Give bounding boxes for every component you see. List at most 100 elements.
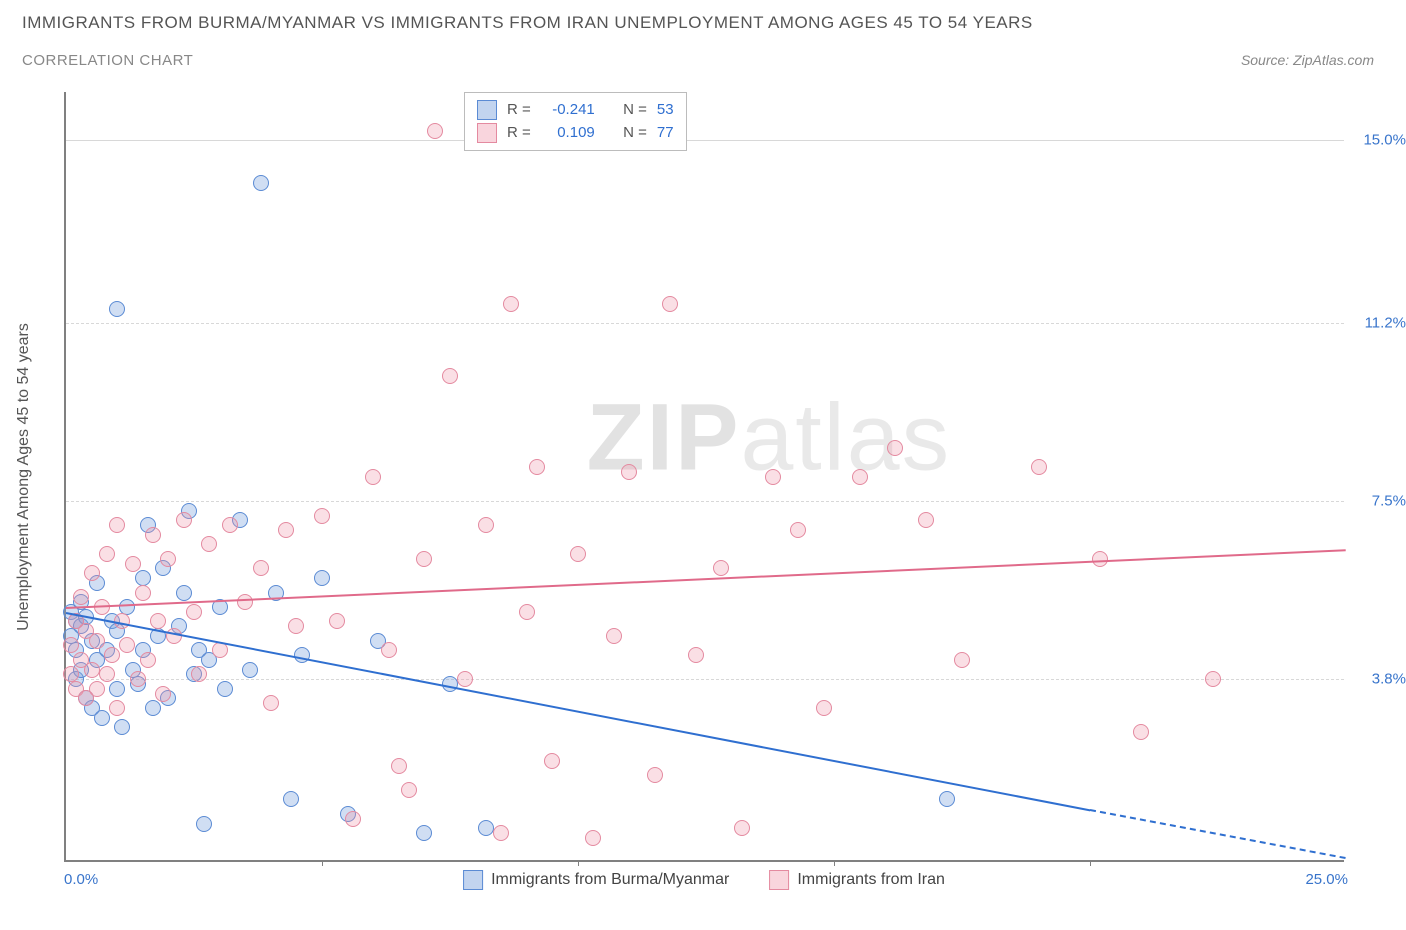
data-point	[391, 758, 407, 774]
data-point	[99, 666, 115, 682]
data-point	[196, 816, 212, 832]
data-point	[109, 700, 125, 716]
r-value: -0.241	[541, 99, 595, 122]
x-tick	[834, 860, 835, 866]
data-point	[1031, 459, 1047, 475]
data-point	[688, 647, 704, 663]
legend-label: Immigrants from Burma/Myanmar	[491, 871, 729, 889]
data-point	[84, 662, 100, 678]
legend-swatch	[463, 870, 483, 890]
data-point	[939, 791, 955, 807]
stats-row: R =0.109 N = 77	[477, 122, 674, 145]
data-point	[253, 175, 269, 191]
data-point	[314, 570, 330, 586]
data-point	[253, 560, 269, 576]
data-point	[852, 469, 868, 485]
data-point	[585, 830, 601, 846]
data-point	[263, 695, 279, 711]
legend-swatch	[769, 870, 789, 890]
data-point	[104, 647, 120, 663]
data-point	[662, 296, 678, 312]
scatter-chart: Unemployment Among Ages 45 to 54 years Z…	[64, 92, 1344, 862]
data-point	[288, 618, 304, 634]
data-point	[89, 633, 105, 649]
data-point	[416, 551, 432, 567]
chart-title: IMMIGRANTS FROM BURMA/MYANMAR VS IMMIGRA…	[22, 10, 1384, 36]
data-point	[145, 700, 161, 716]
data-point	[140, 652, 156, 668]
n-value: 77	[657, 122, 674, 145]
data-point	[918, 512, 934, 528]
data-point	[237, 594, 253, 610]
x-axis-min-label: 0.0%	[64, 871, 98, 888]
data-point	[329, 613, 345, 629]
data-point	[416, 825, 432, 841]
x-tick	[578, 860, 579, 866]
y-tick-label: 11.2%	[1365, 315, 1406, 332]
r-label: R =	[507, 99, 531, 122]
n-label: N =	[623, 99, 647, 122]
n-label: N =	[623, 122, 647, 145]
data-point	[155, 686, 171, 702]
y-tick-label: 7.5%	[1372, 493, 1406, 510]
data-point	[503, 296, 519, 312]
data-point	[314, 508, 330, 524]
data-point	[381, 642, 397, 658]
gridline	[66, 501, 1344, 502]
data-point	[176, 512, 192, 528]
data-point	[442, 368, 458, 384]
data-point	[529, 459, 545, 475]
y-tick-label: 15.0%	[1363, 132, 1406, 149]
data-point	[186, 604, 202, 620]
data-point	[145, 527, 161, 543]
stats-row: R = -0.241 N = 53	[477, 99, 674, 122]
trend-line	[1090, 809, 1346, 859]
data-point	[365, 469, 381, 485]
data-point	[109, 301, 125, 317]
data-point	[478, 517, 494, 533]
y-tick-label: 3.8%	[1372, 671, 1406, 688]
data-point	[201, 536, 217, 552]
data-point	[63, 637, 79, 653]
data-point	[734, 820, 750, 836]
data-point	[109, 517, 125, 533]
legend-swatch	[477, 100, 497, 120]
n-value: 53	[657, 99, 674, 122]
x-axis-max-label: 25.0%	[1305, 871, 1348, 888]
data-point	[790, 522, 806, 538]
data-point	[283, 791, 299, 807]
data-point	[606, 628, 622, 644]
y-axis-title: Unemployment Among Ages 45 to 54 years	[15, 323, 33, 631]
gridline	[66, 140, 1344, 141]
data-point	[242, 662, 258, 678]
trend-line	[66, 549, 1346, 609]
data-point	[278, 522, 294, 538]
x-tick	[1090, 860, 1091, 866]
data-point	[135, 585, 151, 601]
data-point	[109, 681, 125, 697]
data-point	[191, 666, 207, 682]
data-point	[457, 671, 473, 687]
data-point	[1205, 671, 1221, 687]
data-point	[401, 782, 417, 798]
chart-subtitle: CORRELATION CHART	[22, 52, 193, 69]
data-point	[217, 681, 233, 697]
data-point	[125, 556, 141, 572]
data-point	[114, 719, 130, 735]
data-point	[1133, 724, 1149, 740]
legend: Immigrants from Burma/MyanmarImmigrants …	[463, 870, 945, 890]
data-point	[150, 613, 166, 629]
plot-area: ZIPatlas 0.0% 25.0% 3.8%7.5%11.2%15.0%	[64, 92, 1344, 862]
data-point	[345, 811, 361, 827]
data-point	[954, 652, 970, 668]
correlation-stats-box: R = -0.241 N = 53R =0.109 N = 77	[464, 92, 687, 151]
data-point	[89, 681, 105, 697]
data-point	[160, 551, 176, 567]
gridline	[66, 323, 1344, 324]
legend-item: Immigrants from Burma/Myanmar	[463, 870, 729, 890]
data-point	[84, 565, 100, 581]
data-point	[887, 440, 903, 456]
data-point	[621, 464, 637, 480]
data-point	[130, 671, 146, 687]
data-point	[493, 825, 509, 841]
